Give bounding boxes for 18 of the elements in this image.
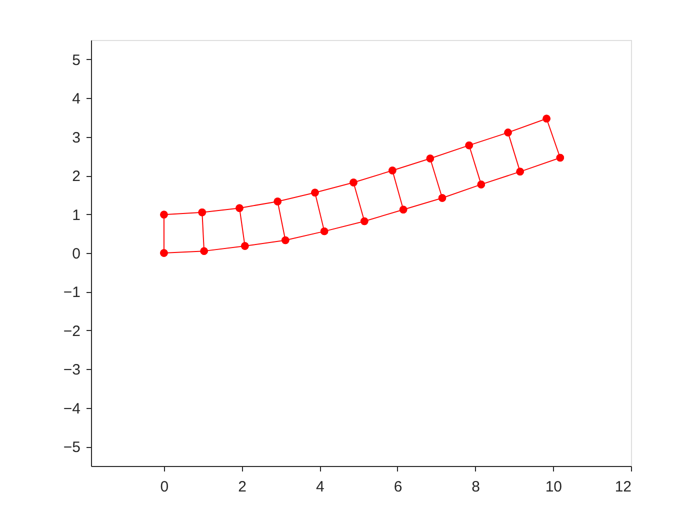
y-tick-label: −3 xyxy=(63,362,80,379)
x-tick-label: 8 xyxy=(472,478,480,496)
y-tick-label: 1 xyxy=(72,206,80,224)
y-tick-label: −2 xyxy=(63,322,80,340)
y-tick-label: 4 xyxy=(72,90,80,108)
x-tick-label: 10 xyxy=(545,478,562,496)
x-tick-label: 4 xyxy=(316,478,324,496)
x-tick-label: 12 xyxy=(614,478,632,496)
y-tick-label: 2 xyxy=(72,168,80,186)
x-tick-label: 2 xyxy=(238,478,246,496)
y-tick-label: 0 xyxy=(72,246,80,262)
y-tick-label: 3 xyxy=(72,129,80,146)
x-tick-label: 0 xyxy=(160,478,169,496)
y-tick-label: −1 xyxy=(63,284,80,302)
y-tick-label: −5 xyxy=(63,439,80,456)
x-tick-label: 6 xyxy=(394,478,402,496)
y-tick-label: 5 xyxy=(72,52,80,69)
y-tick-label: −4 xyxy=(63,400,80,418)
